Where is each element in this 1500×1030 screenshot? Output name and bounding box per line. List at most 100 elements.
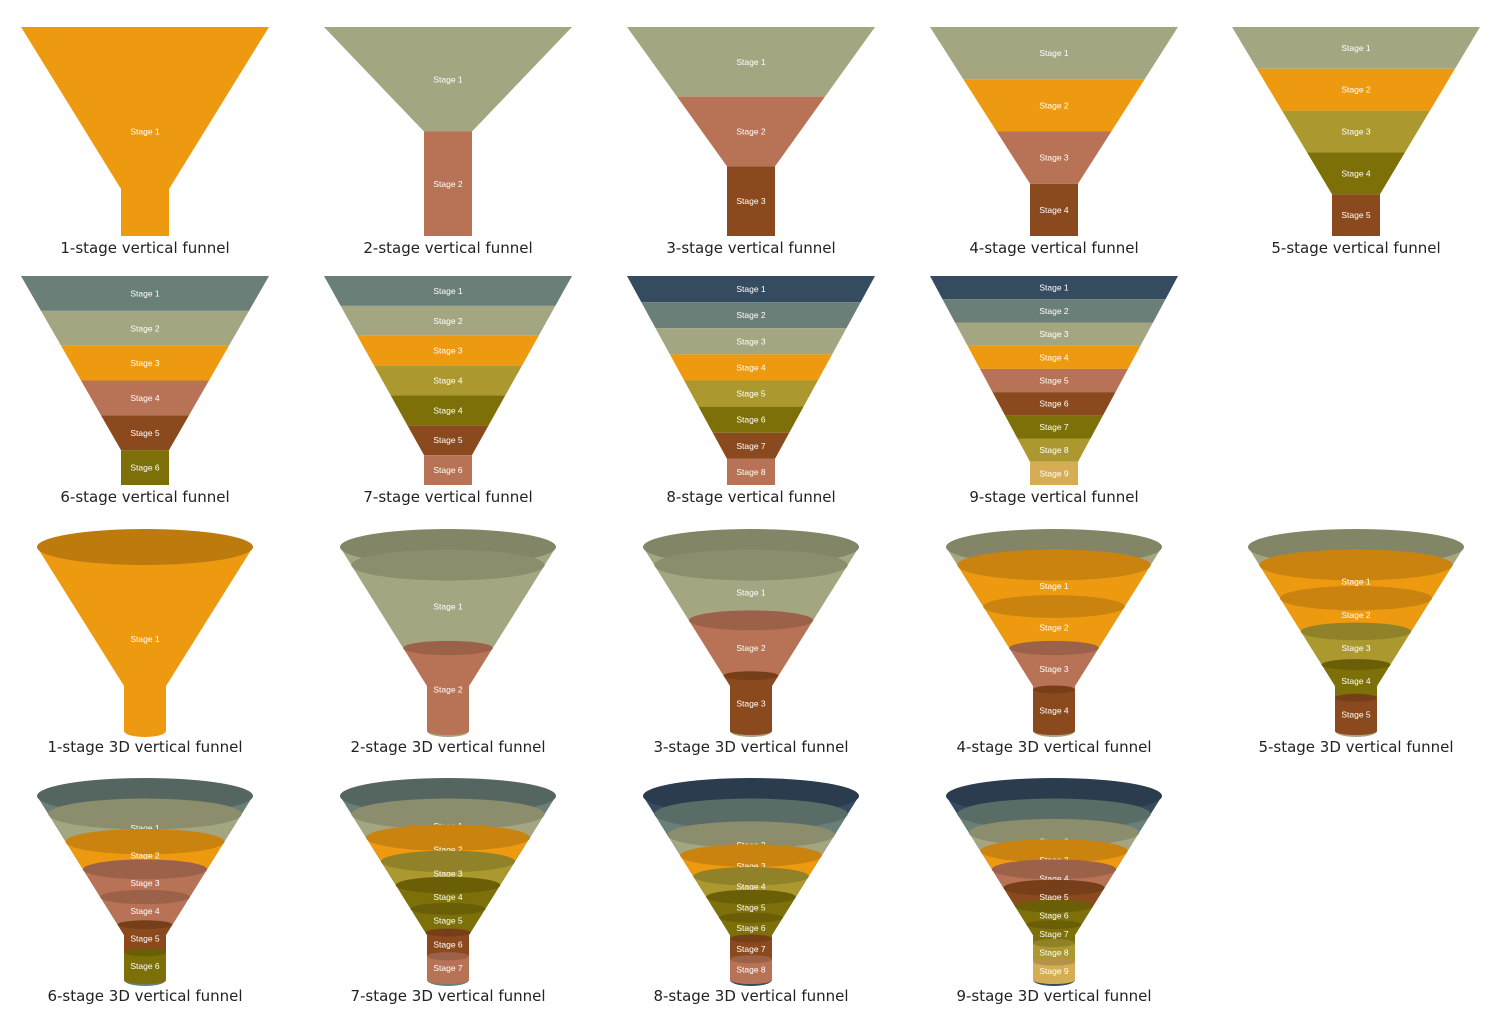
funnel-stage-band <box>698 406 804 433</box>
funnel-3d-stage-rim <box>380 850 516 873</box>
funnel-stage-band <box>1332 194 1380 236</box>
funnel-caption: 9-stage 3D vertical funnel <box>956 987 1151 1005</box>
funnel-stage-band <box>1232 27 1480 69</box>
stage-label: Stage 1 <box>130 634 160 644</box>
funnel-3d-stage-rim <box>730 934 772 943</box>
stage-label: Stage 1 <box>1341 577 1371 587</box>
stage-label: Stage 1 <box>130 127 160 137</box>
funnel-stage-band <box>340 305 556 336</box>
stage-label: Stage 7 <box>1039 929 1069 939</box>
funnel-3d-stage-rim <box>117 920 173 930</box>
stage-label: Stage 6 <box>736 415 766 425</box>
funnel-stage-band <box>996 131 1112 184</box>
stage-label: Stage 1 <box>130 823 160 833</box>
funnel-caption: 1-stage 3D vertical funnel <box>47 738 242 756</box>
stage-label: Stage 2 <box>1341 610 1371 620</box>
funnel-stage-band <box>81 380 209 416</box>
funnel-stage-band <box>1017 438 1091 462</box>
stage-label: Stage 1 <box>433 602 463 612</box>
funnel-stage-band <box>1005 415 1103 439</box>
funnel-stage-band <box>374 365 522 396</box>
funnel-caption: 1-stage vertical funnel <box>60 239 229 257</box>
stage-label: Stage 3 <box>736 196 766 206</box>
stage-label: Stage 4 <box>1341 676 1371 686</box>
funnel-3d-stage-rim <box>730 955 772 964</box>
funnel-caption: 3-stage vertical funnel <box>666 239 835 257</box>
funnel-3d-stage-rim <box>1033 939 1075 948</box>
funnel-3d-stage-rim <box>427 952 469 961</box>
stage-label: Stage 5 <box>1341 709 1371 719</box>
stage-label: Stage 8 <box>736 965 766 975</box>
funnel-3d-stage-rim <box>403 640 493 656</box>
stage-label: Stage 3 <box>736 336 766 346</box>
stage-label: Stage 5 <box>1039 892 1069 902</box>
flat-funnel: Stage 1 Stage 2 Stage 3 Stage 4 Stage 5 5-sta… <box>1232 27 1480 257</box>
stage-label: Stage 1 <box>1341 43 1371 53</box>
funnel-3d: Stage 1 Stage 2 Stage 3 3-stage 3D vertical… <box>643 529 859 756</box>
stage-label: Stage 7 <box>736 441 766 451</box>
stage-label: Stage 4 <box>1039 205 1069 215</box>
stage-label: Stage 5 <box>1341 210 1371 220</box>
funnel-stage-band <box>41 310 249 346</box>
stage-label: Stage 3 <box>1341 643 1371 653</box>
stage-label: Stage 6 <box>130 463 160 473</box>
stage-label: Stage 1 <box>736 588 766 598</box>
stage-label: Stage 4 <box>1039 352 1069 362</box>
stage-label: Stage 4 <box>433 405 463 415</box>
funnel-3d-stage-rim <box>693 867 809 886</box>
flat-funnel: Stage 1 Stage 2 Stage 3 Stage 4 Stage 5 Stage… <box>930 276 1178 506</box>
stage-label: Stage 6 <box>1039 399 1069 409</box>
funnel-3d: Stage 1 1-stage 3D vertical funnel <box>37 529 253 756</box>
funnel-3d-stage-rim <box>410 902 486 915</box>
stage-label: Stage 6 <box>736 923 766 933</box>
funnel-caption: 6-stage 3D vertical funnel <box>47 987 242 1005</box>
stage-label: Stage 7 <box>736 944 766 954</box>
funnel-3d-stage-rim <box>351 798 545 830</box>
funnel-3d-stage-rim <box>351 549 545 581</box>
funnel-3d-stage-band <box>1300 631 1412 671</box>
funnel-stage-band <box>390 395 506 426</box>
stage-label: Stage 4 <box>1039 874 1069 884</box>
stage-label: Stage 3 <box>1341 127 1371 137</box>
funnel-3d-stage-band <box>1321 664 1391 702</box>
funnel-stage-band <box>324 27 572 132</box>
funnel-stage-band <box>967 345 1141 369</box>
funnel-stage-band <box>424 455 472 485</box>
stage-label: Stage 2 <box>736 127 766 137</box>
stage-label: Stage 8 <box>1039 445 1069 455</box>
stage-label: Stage 1 <box>1039 48 1069 58</box>
funnel-stage-band <box>21 27 269 236</box>
stage-label: Stage 8 <box>736 467 766 477</box>
funnel-stage-band <box>727 458 775 485</box>
funnel-3d-top-rim <box>37 529 253 565</box>
funnel-3d-stage-rim <box>1026 920 1082 930</box>
funnel-stage-band <box>955 322 1153 346</box>
funnel-stage-band <box>61 345 229 381</box>
funnel-3d-stage-rim <box>1033 957 1075 966</box>
funnel-caption: 7-stage vertical funnel <box>363 488 532 506</box>
funnel-stage-band <box>641 302 861 329</box>
stage-label: Stage 7 <box>1039 422 1069 432</box>
funnel-stage-band <box>677 96 825 167</box>
funnel-3d-stage-band <box>117 924 173 957</box>
stage-label: Stage 2 <box>433 316 463 326</box>
flat-funnel: Stage 1 Stage 2 Stage 3 Stage 4 Stage 5 Stage… <box>627 276 875 506</box>
stage-label: Stage 2 <box>1341 85 1371 95</box>
funnel-stage-band <box>21 276 269 311</box>
funnel-3d-stage-rim <box>723 671 779 681</box>
funnel-3d: Stage 1 Stage 2 Stage 3 Stage 4 Stage 5 5-sta… <box>1248 529 1464 756</box>
funnel-stage-band <box>942 299 1166 323</box>
stage-label: Stage 5 <box>433 435 463 445</box>
stage-label: Stage 1 <box>736 284 766 294</box>
funnel-caption: 7-stage 3D vertical funnel <box>350 987 545 1005</box>
funnel-caption: 8-stage vertical funnel <box>666 488 835 506</box>
funnel-3d-stage-rim <box>991 859 1117 880</box>
funnel-caption: 2-stage vertical funnel <box>363 239 532 257</box>
funnel-3d-stage-rim <box>983 595 1125 618</box>
flat-funnel: Stage 1 1-stage vertical funnel <box>21 27 269 257</box>
funnel-3d-stage-band <box>1033 686 1075 735</box>
funnel-stage-band <box>980 368 1128 393</box>
funnel-stage-band <box>121 450 169 485</box>
stage-label: Stage 5 <box>130 934 160 944</box>
